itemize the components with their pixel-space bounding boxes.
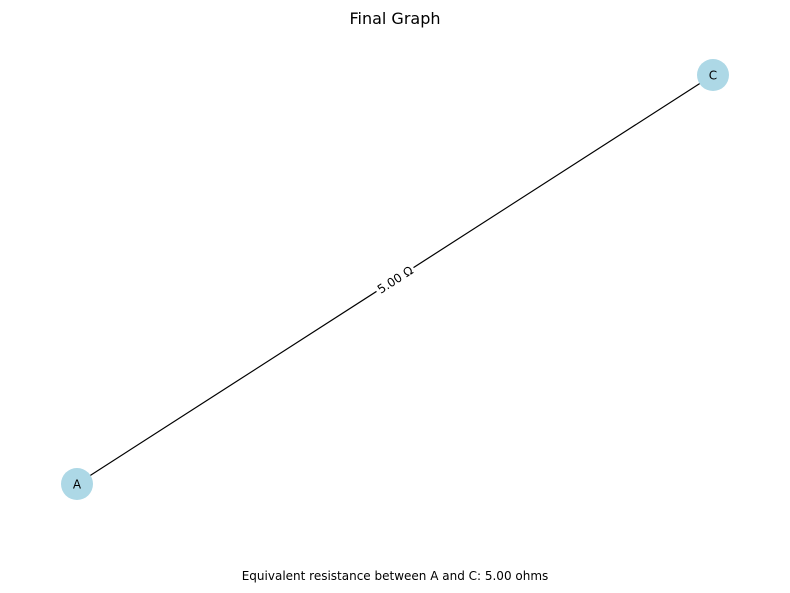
graph-title: Final Graph [349,9,440,28]
edge-label-text: 5.00 Ω [375,263,416,296]
edge-label-background [372,260,418,299]
node-c-label: C [709,69,717,83]
node-a-label: A [73,478,82,492]
equivalent-resistance-caption: Equivalent resistance between A and C: 5… [242,569,549,583]
node-a: A [61,468,93,500]
node-a-circle [61,468,93,500]
node-c: C [697,59,729,91]
node-c-circle [697,59,729,91]
edge-label-a-c: 5.00 Ω [372,260,418,299]
